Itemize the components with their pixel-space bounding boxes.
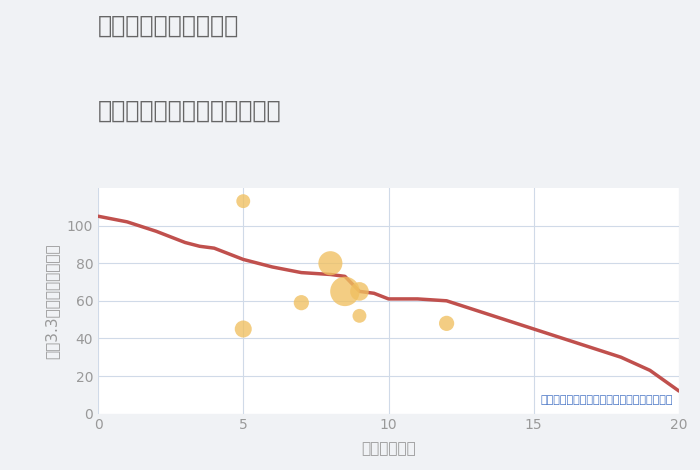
Text: 円の大きさは、取引のあった物件面積を示す: 円の大きさは、取引のあった物件面積を示す [540, 395, 673, 405]
Point [237, 325, 249, 333]
Point [354, 288, 365, 295]
Point [441, 320, 452, 327]
Point [354, 312, 365, 320]
X-axis label: 駅距離（分）: 駅距離（分） [361, 441, 416, 456]
Text: 駅距離別中古マンション価格: 駅距離別中古マンション価格 [98, 99, 281, 123]
Point [237, 197, 249, 205]
Point [296, 299, 307, 306]
Point [340, 288, 351, 295]
Point [325, 259, 336, 267]
Y-axis label: 坪（3.3㎡）単価（万円）: 坪（3.3㎡）単価（万円） [45, 243, 60, 359]
Text: 福岡県太宰府市高雄の: 福岡県太宰府市高雄の [98, 14, 239, 38]
